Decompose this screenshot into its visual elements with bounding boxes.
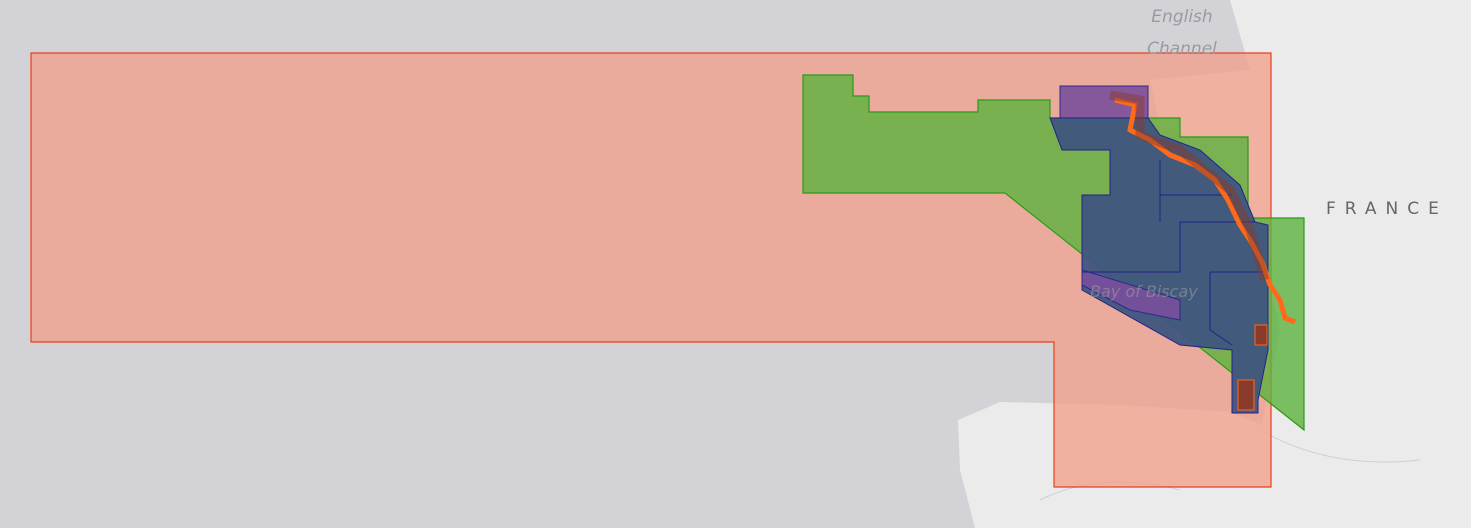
zone-blue	[1049, 117, 1269, 414]
land	[958, 0, 1471, 528]
coast-patch	[1237, 379, 1255, 411]
country-label: FRANCE	[1326, 199, 1448, 219]
zone-lines	[1082, 160, 1268, 346]
sea-label: English	[1151, 7, 1212, 27]
coast-patch	[1254, 324, 1268, 346]
sea-label: Channel	[1147, 39, 1217, 59]
zone-purple-2	[1081, 269, 1181, 321]
bay-label: Bay of Biscay	[1090, 282, 1198, 301]
coast-shade	[1109, 90, 1270, 282]
